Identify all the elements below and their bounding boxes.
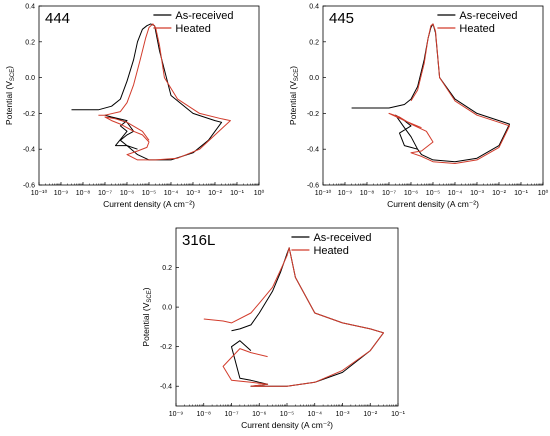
y-tick-label: -0.4: [160, 384, 172, 391]
y-axis-title-main: Potential (V: [288, 81, 298, 125]
y-tick-label: 0.0: [25, 75, 35, 82]
x-tick-label: 10⁻⁶: [404, 190, 418, 197]
x-tick-label: 10⁰: [254, 189, 265, 197]
x-axis-title: Current density (A cm⁻²): [387, 199, 479, 209]
x-axis-title: Current density (A cm⁻²): [103, 199, 195, 209]
legend-label-heated: Heated: [313, 245, 348, 257]
y-axis-title-main: Potential (V: [4, 81, 14, 125]
series-line-heated: [203, 247, 384, 387]
y-axis-title-end: ): [141, 287, 151, 290]
y-tick-label: -0.2: [23, 111, 35, 118]
x-tick-label: 10⁻⁶: [120, 190, 134, 197]
x-tick-label: 10⁻³: [470, 190, 484, 197]
y-tick-label: -0.2: [307, 111, 319, 118]
y-tick-label: -0.4: [23, 147, 35, 154]
legend: As-received Heated: [291, 232, 372, 257]
x-tick-label: 10⁻¹: [514, 190, 528, 197]
chart-panel-444: 10⁻¹⁰ 10⁻⁹ 10⁻⁸ 10⁻⁷ 10⁻⁶ 10⁻⁵ 10⁻⁴ 10⁻³ 10⁻² 10⁻…: [4, 4, 264, 210]
y-axis-title-sub: SCE: [294, 69, 300, 81]
x-tick-label: 10⁻⁵: [142, 190, 156, 197]
y-tick-label: 0.4: [309, 4, 319, 11]
x-tick-label: 10⁻⁷: [98, 190, 112, 197]
chart-marks: 10⁻⁹ 10⁻⁸ 10⁻⁷ 10⁻⁶ 10⁻⁵ 10⁻⁴ 10⁻³ 10⁻² 10⁻¹ -0.4…: [160, 247, 406, 418]
plot-frame: [38, 5, 260, 186]
chart-panel-445: 10⁻¹⁰ 10⁻⁹ 10⁻⁸ 10⁻⁷ 10⁻⁶ 10⁻⁵ 10⁻⁴ 10⁻³ 10⁻² 10⁻…: [288, 4, 548, 210]
x-tick-label: 10⁻⁴: [308, 411, 323, 418]
y-tick-label: 0.0: [162, 305, 172, 312]
chart-marks: 10⁻¹⁰ 10⁻⁹ 10⁻⁸ 10⁻⁷ 10⁻⁶ 10⁻⁵ 10⁻⁴ 10⁻³ 10⁻² 10⁻…: [23, 4, 265, 198]
x-tick-label: 10⁻⁷: [224, 411, 238, 418]
x-tick-label: 10⁻³: [336, 411, 350, 418]
legend-label-as-received: As-received: [313, 232, 371, 244]
panel-label: 444: [45, 10, 70, 27]
x-tick-label: 10⁻⁸: [76, 190, 90, 197]
y-axis-title-sub: SCE: [147, 290, 153, 302]
chart-panel-316l: 10⁻⁹ 10⁻⁸ 10⁻⁷ 10⁻⁶ 10⁻⁵ 10⁻⁴ 10⁻³ 10⁻² 10⁻¹ -0.4…: [141, 227, 406, 430]
x-tick-label: 10⁻³: [186, 190, 200, 197]
legend: As-received Heated: [437, 10, 517, 35]
y-axis-title: Potential (VSCE): [141, 287, 153, 346]
x-tick-label: 10⁻⁴: [448, 190, 463, 197]
y-tick-label: -0.2: [160, 344, 172, 351]
series-line-as-received: [71, 23, 223, 161]
y-tick-label: 0.4: [25, 4, 35, 11]
y-tick-label: 0.2: [25, 39, 35, 46]
x-tick-label: 10⁰: [538, 189, 549, 197]
x-tick-label: 10⁻¹: [230, 190, 244, 197]
legend-label-heated: Heated: [175, 23, 210, 35]
y-tick-label: -0.6: [23, 183, 35, 190]
x-tick-label: 10⁻⁹: [169, 411, 183, 418]
x-tick-label: 10⁻¹⁰: [315, 189, 332, 197]
x-tick-label: 10⁻⁸: [197, 411, 211, 418]
x-tick-label: 10⁻²: [492, 190, 506, 197]
series-line-as-received: [351, 23, 510, 163]
x-tick-label: 10⁻¹⁰: [31, 189, 48, 197]
x-tick-label: 10⁻⁴: [164, 190, 179, 197]
y-tick-label: -0.6: [307, 183, 319, 190]
x-tick-label: 10⁻⁹: [338, 190, 352, 197]
chart-marks: 10⁻¹⁰ 10⁻⁹ 10⁻⁸ 10⁻⁷ 10⁻⁶ 10⁻⁵ 10⁻⁴ 10⁻³ 10⁻² 10⁻…: [307, 4, 549, 198]
panel-label: 445: [329, 10, 354, 27]
x-tick-label: 10⁻²: [208, 190, 222, 197]
panel-label: 316L: [182, 232, 215, 249]
legend-label-heated: Heated: [459, 23, 494, 35]
y-tick-label: 0.2: [309, 39, 319, 46]
series-line-heated: [388, 23, 510, 164]
y-axis-title-sub: SCE: [10, 69, 16, 81]
series-line-heated: [98, 23, 231, 161]
x-tick-label: 10⁻⁸: [360, 190, 374, 197]
y-axis-title-end: ): [4, 66, 14, 69]
x-tick-label: 10⁻⁵: [280, 411, 294, 418]
y-axis-title-main: Potential (V: [141, 302, 151, 346]
y-tick-label: 0.0: [309, 75, 319, 82]
x-tick-label: 10⁻²: [363, 411, 377, 418]
x-tick-label: 10⁻¹: [391, 411, 405, 418]
x-axis-title: Current density (A cm⁻²): [241, 420, 333, 430]
legend-label-as-received: As-received: [175, 10, 233, 22]
plot-frame: [322, 5, 544, 186]
x-tick-label: 10⁻⁵: [426, 190, 440, 197]
legend: As-received Heated: [153, 10, 233, 35]
legend-label-as-received: As-received: [459, 10, 517, 22]
y-axis-title-end: ): [288, 66, 298, 69]
x-tick-label: 10⁻⁷: [382, 190, 396, 197]
series-line-as-received: [231, 247, 384, 387]
y-tick-label: 0.2: [162, 265, 172, 272]
y-tick-label: -0.4: [307, 147, 319, 154]
x-tick-label: 10⁻⁶: [252, 411, 266, 418]
y-axis-title: Potential (VSCE): [4, 66, 16, 125]
y-axis-title: Potential (VSCE): [288, 66, 300, 125]
x-tick-label: 10⁻⁹: [54, 190, 68, 197]
